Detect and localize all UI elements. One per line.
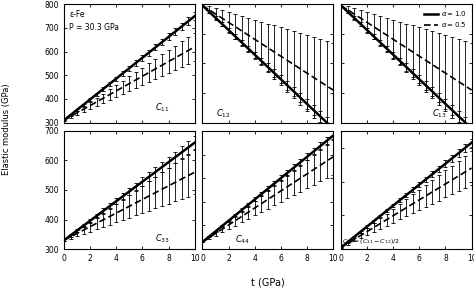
Text: Elastic modulus (GPa): Elastic modulus (GPa) [2,84,11,175]
Text: ε-Fe: ε-Fe [69,10,85,19]
Text: $C_{11}$: $C_{11}$ [155,102,169,114]
Text: $C_{33}$: $C_{33}$ [155,232,169,245]
Text: $C_{66}=(C_{11}-C_{12})/2$: $C_{66}=(C_{11}-C_{12})/2$ [342,237,400,247]
Text: t (GPa): t (GPa) [251,277,285,287]
Legend: $\alpha = 1.0$, $\alpha = 0.5$: $\alpha = 1.0$, $\alpha = 0.5$ [423,8,468,31]
Text: $C_{13}$: $C_{13}$ [431,107,447,120]
Text: $C_{12}$: $C_{12}$ [216,107,230,120]
Text: P = 30.3 GPa: P = 30.3 GPa [69,23,119,32]
Text: $C_{44}$: $C_{44}$ [235,233,250,246]
